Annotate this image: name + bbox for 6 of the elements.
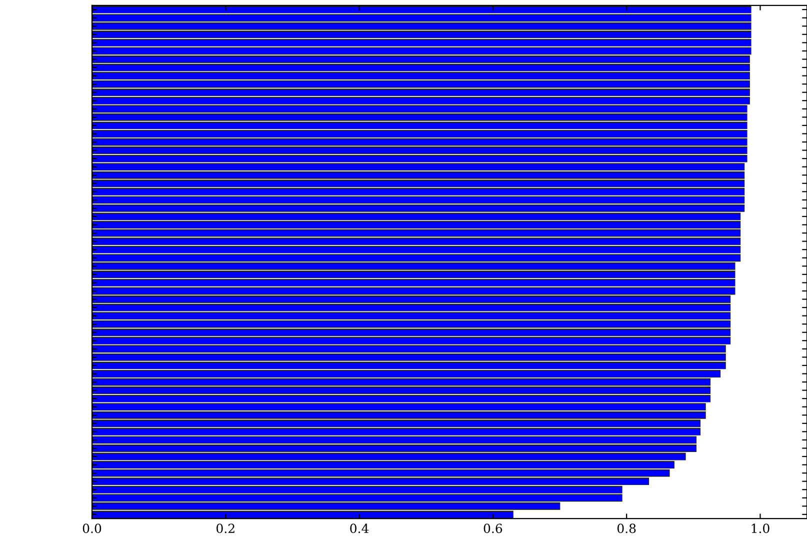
x-tick-label: 0.4 xyxy=(350,524,369,534)
x-tick-label: 0.6 xyxy=(484,524,502,534)
x-tick-label: 0.8 xyxy=(617,524,636,534)
x-tick-label: 0.0 xyxy=(82,524,102,534)
x-tick-label: 1.0 xyxy=(752,524,770,534)
x-tick-label: 0.2 xyxy=(216,524,234,534)
